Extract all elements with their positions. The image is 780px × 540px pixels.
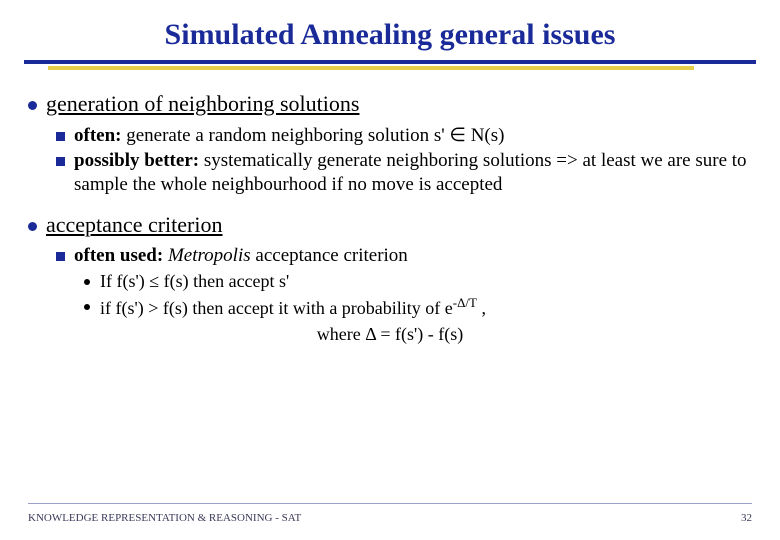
rest-text: generate a random neighboring solution s…	[121, 125, 504, 146]
bullet-text: if f(s') > f(s) then accept it with a pr…	[100, 295, 486, 320]
small-disc-icon	[84, 279, 90, 285]
disc-icon	[28, 222, 37, 231]
bold-lead: often used:	[74, 245, 163, 266]
title-rule-accent	[48, 66, 694, 70]
bold-lead: often:	[74, 125, 121, 146]
disc-icon	[28, 101, 37, 110]
bullet-l2: often used: Metropolis acceptance criter…	[56, 244, 752, 268]
bullet-text: If f(s') ≤ f(s) then accept s'	[100, 270, 289, 293]
small-disc-icon	[84, 304, 90, 310]
square-icon	[56, 252, 65, 261]
title-rule	[24, 60, 756, 64]
exponent: -Δ/T	[453, 295, 477, 310]
prob-text: if f(s') > f(s) then accept it with a pr…	[100, 298, 453, 318]
bullet-l2: often: generate a random neighboring sol…	[56, 124, 752, 148]
footer-left: KNOWLEDGE REPRESENTATION & REASONING - S…	[28, 512, 301, 524]
trail-text: ,	[477, 298, 486, 318]
footer-rule	[28, 503, 752, 504]
page-number: 32	[741, 512, 752, 524]
slide: Simulated Annealing general issues gener…	[0, 0, 780, 540]
bullet-l2: possibly better: systematically generate…	[56, 149, 752, 197]
section-heading: generation of neighboring solutions	[46, 90, 359, 118]
bullet-text: often used: Metropolis acceptance criter…	[74, 244, 408, 268]
bullet-text: often: generate a random neighboring sol…	[74, 124, 504, 148]
bullet-text: possibly better: systematically generate…	[74, 149, 752, 197]
square-icon	[56, 132, 65, 141]
bullet-l1: acceptance criterion	[28, 211, 752, 239]
slide-content: generation of neighboring solutions ofte…	[28, 66, 752, 346]
spacer	[28, 199, 752, 211]
square-icon	[56, 157, 65, 166]
slide-title: Simulated Annealing general issues	[28, 18, 752, 52]
bold-lead: possibly better:	[74, 150, 199, 171]
equation-line: where Δ = f(s') - f(s)	[28, 323, 752, 346]
bullet-l3: If f(s') ≤ f(s) then accept s'	[84, 270, 752, 293]
section-heading: acceptance criterion	[46, 211, 222, 239]
bullet-l3: if f(s') > f(s) then accept it with a pr…	[84, 295, 752, 320]
italic-text: Metropolis	[163, 245, 250, 266]
bullet-l1: generation of neighboring solutions	[28, 90, 752, 118]
rest-text: acceptance criterion	[251, 245, 408, 266]
